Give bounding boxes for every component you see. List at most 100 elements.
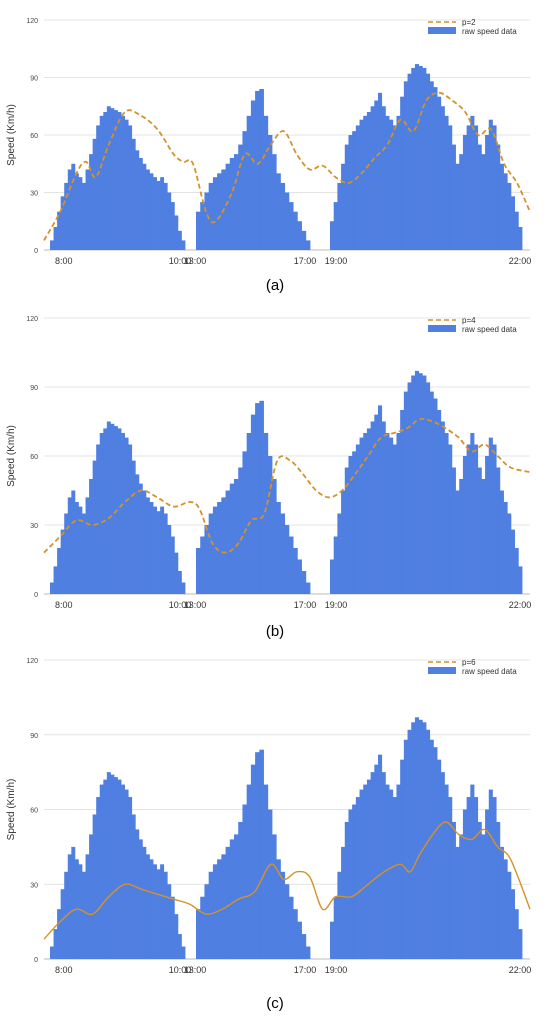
- bar: [337, 513, 342, 594]
- bar: [153, 864, 157, 959]
- bar: [440, 421, 445, 594]
- bar: [433, 747, 438, 959]
- bar: [135, 829, 140, 959]
- bar: [50, 946, 54, 959]
- bar: [196, 211, 201, 250]
- bar: [470, 784, 475, 959]
- bar: [437, 410, 442, 594]
- bar: [113, 426, 118, 594]
- bar: [238, 144, 243, 250]
- bar: [208, 871, 214, 959]
- bar: [131, 460, 136, 594]
- bar: [138, 839, 143, 959]
- bar: [297, 221, 302, 250]
- bar: [149, 859, 154, 959]
- bar: [117, 779, 122, 959]
- bar: [403, 391, 408, 594]
- bar: [496, 821, 501, 959]
- x-tick-label: 17:00: [294, 256, 317, 266]
- legend-label: raw speed data: [462, 325, 517, 334]
- bar: [355, 797, 360, 959]
- bar: [400, 96, 405, 250]
- bar: [348, 809, 353, 959]
- bar: [440, 772, 445, 960]
- bar: [234, 834, 239, 959]
- bar: [163, 513, 168, 594]
- bar: [385, 784, 390, 959]
- bar: [85, 854, 90, 959]
- bar: [200, 896, 205, 959]
- bar: [135, 474, 140, 594]
- bar: [92, 460, 97, 594]
- bar: [174, 914, 179, 959]
- bar: [280, 513, 286, 594]
- bar: [429, 739, 434, 959]
- y-tick-label: 30: [30, 191, 38, 198]
- x-tick-label: 8:00: [55, 256, 73, 266]
- bar: [142, 490, 147, 594]
- bar: [138, 483, 143, 594]
- bar: [113, 110, 118, 250]
- bar: [117, 428, 122, 594]
- bar: [418, 719, 423, 959]
- bar: [422, 375, 427, 594]
- bar: [60, 889, 65, 959]
- bar: [359, 789, 364, 959]
- bar: [378, 754, 383, 959]
- legend-label: p=6: [462, 658, 476, 667]
- bar: [355, 125, 360, 250]
- bar: [229, 483, 235, 594]
- bar: [288, 202, 294, 250]
- bar: [57, 211, 62, 250]
- bar: [284, 884, 290, 959]
- bar: [160, 177, 165, 250]
- bar: [229, 839, 235, 959]
- bar: [89, 154, 94, 250]
- bar: [433, 87, 438, 250]
- bar: [301, 571, 307, 594]
- bar: [400, 410, 405, 594]
- bar: [301, 230, 307, 250]
- bar: [225, 163, 231, 250]
- bar: [64, 513, 69, 594]
- bar: [242, 804, 248, 959]
- bar: [135, 150, 140, 250]
- bar: [370, 772, 375, 960]
- bar: [448, 444, 453, 594]
- bar: [455, 490, 460, 594]
- x-tick-label: 22:00: [509, 965, 532, 975]
- bar: [507, 513, 512, 594]
- bar: [142, 846, 147, 960]
- y-tick-label: 120: [26, 658, 38, 665]
- y-tick-label: 90: [30, 733, 38, 740]
- bar: [381, 421, 386, 594]
- bar: [121, 433, 125, 594]
- bar: [507, 182, 512, 250]
- bar: [337, 182, 342, 250]
- bar: [89, 479, 94, 594]
- bar: [103, 779, 108, 959]
- bar: [156, 869, 161, 959]
- bar: [117, 112, 122, 250]
- bar: [293, 211, 298, 250]
- bar: [418, 373, 423, 594]
- bar: [341, 490, 346, 594]
- bar: [81, 513, 86, 594]
- bar: [352, 451, 357, 594]
- bar: [389, 119, 394, 250]
- legend-label: raw speed data: [462, 27, 517, 36]
- bar: [426, 729, 431, 959]
- bar: [124, 437, 129, 594]
- bar: [276, 502, 281, 594]
- bar: [53, 566, 58, 594]
- bar: [330, 221, 335, 250]
- bar: [355, 444, 360, 594]
- bar: [200, 202, 205, 250]
- bar: [255, 90, 260, 250]
- bar: [503, 502, 508, 594]
- bar: [492, 797, 497, 959]
- bar: [297, 921, 302, 960]
- bar: [462, 135, 468, 250]
- bar: [208, 513, 214, 594]
